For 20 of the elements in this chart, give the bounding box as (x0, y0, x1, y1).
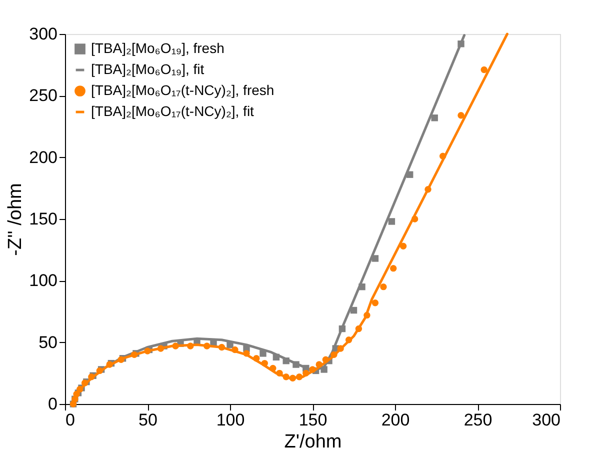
x-tick-label: 0 (66, 410, 75, 430)
y-tick-label: 200 (29, 148, 58, 167)
x-tick-label: 100 (216, 410, 245, 430)
y-tick-label: 0 (48, 394, 58, 414)
y-tick-label: 50 (38, 332, 58, 352)
legend-label: [TBA]₂[Mo₆O₁₇(t-NCy)₂], fit (91, 103, 254, 119)
x-tick-label: 200 (381, 410, 410, 430)
x-axis-title: Z'/ohm (284, 432, 342, 452)
legend-label: [TBA]₂[Mo₆O₁₉], fit (91, 61, 204, 77)
y-tick-label: 300 (29, 24, 58, 44)
y-tick-label: 150 (29, 210, 58, 228)
x-tick-label: 300 (532, 410, 560, 430)
legend-label: [TBA]₂[Mo₆O₁₇(t-NCy)₂], fresh (91, 82, 274, 98)
y-tick-label: 250 (29, 86, 58, 106)
legend-label: [TBA]₂[Mo₆O₁₉], fresh (91, 40, 224, 56)
x-tick-label: 150 (298, 410, 328, 430)
x-tick-label: 250 (464, 410, 492, 430)
y-tick-label: 100 (29, 271, 58, 290)
y-axis-title: -Z'' /ohm (5, 183, 26, 256)
x-tick-label: 50 (138, 410, 158, 430)
